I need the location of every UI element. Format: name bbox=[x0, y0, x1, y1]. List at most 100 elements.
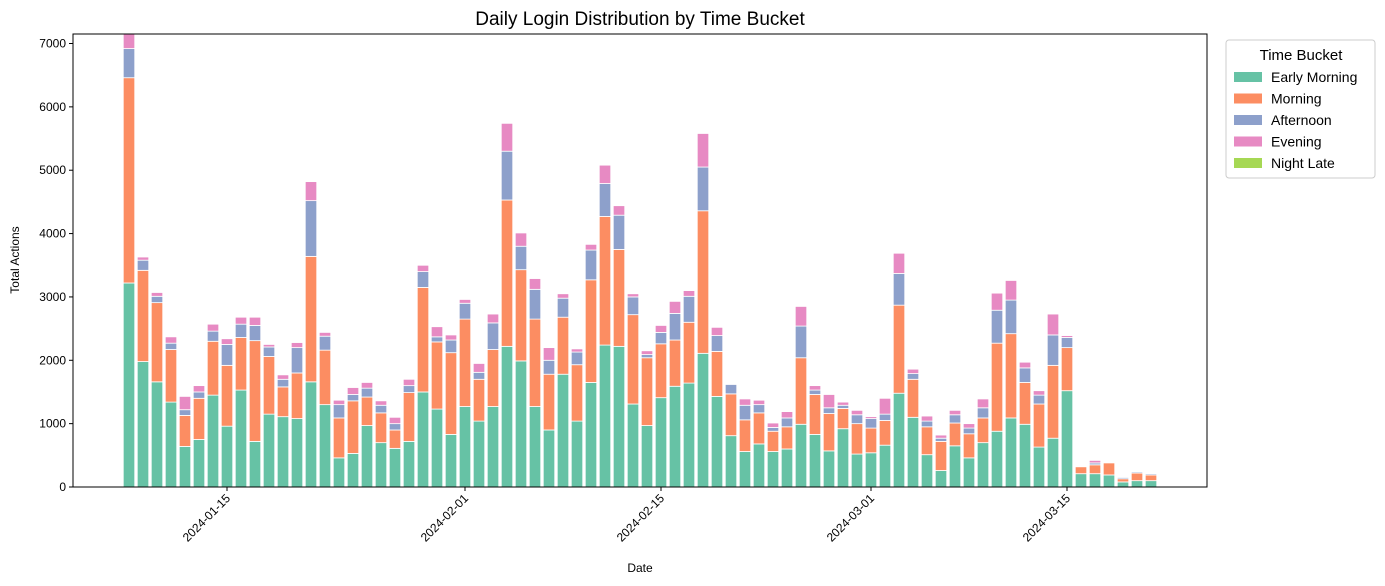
bar-segment bbox=[122, 77, 136, 284]
bar-segment bbox=[1060, 337, 1074, 349]
bar-segment bbox=[1074, 466, 1088, 475]
bar-segment bbox=[598, 216, 612, 346]
bar-segment bbox=[486, 406, 500, 488]
legend-label: Night Late bbox=[1271, 155, 1335, 171]
legend-swatch bbox=[1234, 72, 1262, 82]
bar-segment bbox=[528, 278, 542, 290]
bar-segment bbox=[374, 400, 388, 406]
y-tick-label: 0 bbox=[59, 480, 66, 494]
bar-segment bbox=[122, 282, 136, 488]
bar-segment bbox=[1130, 470, 1144, 473]
bar-segment bbox=[486, 313, 500, 324]
bar-segment bbox=[248, 325, 262, 342]
bar-segment bbox=[402, 378, 416, 387]
bar-segment bbox=[738, 419, 752, 452]
bar-segment bbox=[164, 336, 178, 344]
bar-segment bbox=[472, 363, 486, 373]
bar-segment bbox=[934, 434, 948, 439]
bar-segment bbox=[1004, 333, 1018, 419]
bar-segment bbox=[402, 440, 416, 488]
y-tick-label: 4000 bbox=[39, 227, 66, 241]
y-tick-label: 2000 bbox=[39, 353, 66, 367]
bar-segment bbox=[234, 316, 248, 325]
bar-segment bbox=[948, 422, 962, 447]
bar-segment bbox=[584, 382, 598, 488]
bar-segment bbox=[556, 293, 570, 299]
bar-segment bbox=[976, 407, 990, 419]
bar-segment bbox=[878, 397, 892, 415]
bar-segment bbox=[1088, 459, 1102, 464]
bar-segment bbox=[542, 347, 556, 361]
bar-segment bbox=[864, 427, 878, 454]
bar-segment bbox=[206, 323, 220, 332]
bar-segment bbox=[906, 373, 920, 380]
bar-segment bbox=[584, 243, 598, 251]
bar-segment bbox=[934, 440, 948, 471]
bar-segment bbox=[808, 434, 822, 488]
bar-segment bbox=[472, 371, 486, 380]
legend-label: Afternoon bbox=[1271, 112, 1332, 128]
bar-segment bbox=[682, 382, 696, 488]
legend-label: Evening bbox=[1271, 134, 1322, 150]
bar-segment bbox=[626, 403, 640, 488]
bar-segment bbox=[262, 356, 276, 415]
bar-segment bbox=[570, 348, 584, 353]
bar-segment bbox=[934, 437, 948, 442]
x-tick-label: 2024-03-01 bbox=[824, 491, 878, 545]
bar-segment bbox=[1032, 390, 1046, 396]
bar-segment bbox=[388, 429, 402, 449]
bar-segment bbox=[850, 409, 864, 416]
bar-segment bbox=[1130, 472, 1144, 482]
bar-segment bbox=[1018, 367, 1032, 383]
bar-segment bbox=[808, 385, 822, 391]
bar-segment bbox=[710, 326, 724, 336]
bar-segment bbox=[850, 414, 864, 425]
bar-segment bbox=[122, 48, 136, 79]
bar-segment bbox=[472, 420, 486, 488]
bar-segment bbox=[626, 314, 640, 405]
bar-segment bbox=[430, 408, 444, 488]
bar-segment bbox=[1060, 390, 1074, 488]
bar-segment bbox=[948, 445, 962, 488]
bar-segment bbox=[598, 183, 612, 217]
bar-segment bbox=[836, 408, 850, 430]
bar-segment bbox=[206, 340, 220, 396]
bar-segment bbox=[318, 349, 332, 406]
x-axis-label: Date bbox=[627, 561, 653, 575]
bar-segment bbox=[360, 387, 374, 398]
bar-segment bbox=[514, 269, 528, 362]
bar-segment bbox=[276, 374, 290, 380]
bar-segment bbox=[1018, 361, 1032, 369]
bar-segment bbox=[1046, 334, 1060, 366]
bar-segment bbox=[192, 397, 206, 440]
bar-segment bbox=[1046, 437, 1060, 488]
chart-title: Daily Login Distribution by Time Bucket bbox=[475, 9, 805, 30]
bar-segment bbox=[192, 385, 206, 393]
bar-segment bbox=[416, 391, 430, 488]
bar-segment bbox=[682, 290, 696, 297]
bar-segment bbox=[192, 391, 206, 399]
bar-segment bbox=[766, 427, 780, 432]
bar-segment bbox=[528, 406, 542, 488]
bar-segment bbox=[1018, 423, 1032, 488]
bar-segment bbox=[1074, 473, 1088, 488]
bar-segment bbox=[906, 368, 920, 374]
bar-segment bbox=[976, 442, 990, 488]
bar-segment bbox=[262, 346, 276, 357]
bar-segment bbox=[724, 393, 738, 437]
bar-segment bbox=[654, 325, 668, 333]
legend-swatch bbox=[1234, 115, 1262, 125]
bar-segment bbox=[990, 342, 1004, 432]
bar-segment bbox=[276, 386, 290, 418]
bar-segment bbox=[584, 249, 598, 281]
bar-segment bbox=[500, 345, 514, 488]
bar-segment bbox=[430, 326, 444, 338]
bar-segment bbox=[696, 133, 710, 168]
bar-segment bbox=[332, 457, 346, 488]
bar-segment bbox=[724, 383, 738, 395]
legend-swatch bbox=[1234, 93, 1262, 104]
legend-swatch bbox=[1234, 158, 1262, 168]
bar-segment bbox=[444, 434, 458, 488]
x-tick-label: 2024-03-15 bbox=[1020, 491, 1074, 545]
bar-segment bbox=[640, 357, 654, 426]
